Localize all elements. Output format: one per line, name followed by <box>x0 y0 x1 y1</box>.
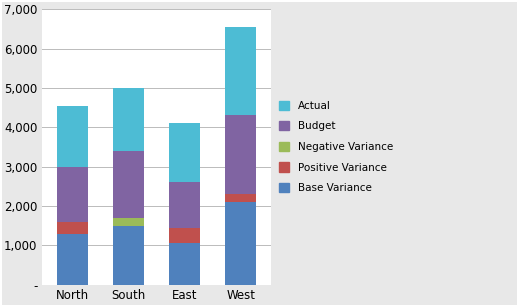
Bar <box>225 27 256 115</box>
Bar <box>113 218 144 226</box>
Bar <box>113 226 144 285</box>
Bar <box>169 243 200 285</box>
Bar <box>57 233 88 285</box>
Bar <box>169 123 200 182</box>
Bar <box>169 228 200 243</box>
Bar <box>225 202 256 285</box>
Bar <box>57 106 88 166</box>
Bar <box>57 166 88 222</box>
Legend: Actual, Budget, Negative Variance, Positive Variance, Base Variance: Actual, Budget, Negative Variance, Posit… <box>279 100 393 193</box>
Bar <box>113 151 144 218</box>
Bar <box>169 182 200 228</box>
Bar <box>225 115 256 194</box>
Bar <box>113 88 144 151</box>
Bar <box>57 222 88 233</box>
Bar <box>225 194 256 202</box>
